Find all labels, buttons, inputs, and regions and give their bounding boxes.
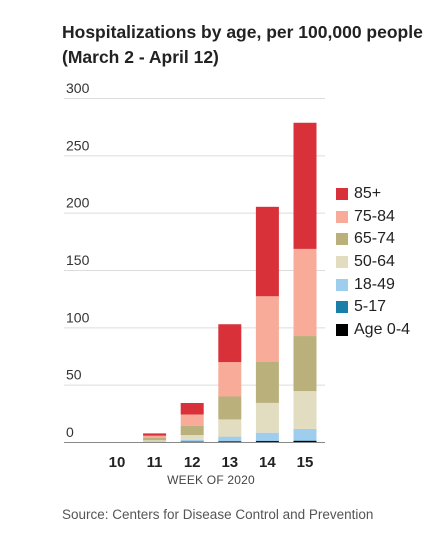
legend-swatch-age-0-4 — [336, 323, 348, 336]
chart-title-line-2: (March 2 - April 12) — [62, 47, 219, 67]
legend-swatch-85- — [336, 188, 348, 201]
y-tick-label-300: 300 — [66, 80, 90, 96]
bar-week-13-18-49 — [218, 436, 242, 442]
y-tick-label-150: 150 — [66, 252, 90, 268]
bar-week-15-18-49 — [293, 428, 317, 441]
bar-week-14-75-84 — [255, 296, 279, 362]
bar-week-15-65-74 — [293, 336, 317, 392]
legend-item-85-: 85+ — [336, 183, 410, 206]
source-note: Source: Centers for Disease Control and … — [62, 507, 374, 522]
x-axis-label: WEEK OF 2020 — [167, 473, 255, 487]
legend-label-75-84: 75-84 — [354, 207, 395, 225]
legend-item-age-0-4: Age 0-4 — [336, 319, 410, 342]
y-tick-label-250: 250 — [66, 137, 90, 153]
bar-week-14-age-0-4 — [255, 441, 279, 442]
bar-week-11-65-74 — [143, 437, 167, 441]
bar-week-12-50-64 — [180, 435, 204, 440]
bar-week-12-65-74 — [180, 425, 204, 436]
bar-week-14-50-64 — [255, 402, 279, 433]
x-tick-label-13: 13 — [221, 454, 238, 471]
x-tick-label-14: 14 — [259, 454, 276, 471]
x-tick-label-11: 11 — [147, 454, 163, 471]
bar-week-11-75-84 — [143, 435, 167, 438]
bar-week-13-85- — [218, 324, 242, 363]
bar-week-14-18-49 — [255, 432, 279, 441]
legend-swatch-65-74 — [336, 233, 348, 246]
bar-week-14-65-74 — [255, 361, 279, 403]
legend-label-65-74: 65-74 — [354, 230, 395, 248]
legend-swatch-18-49 — [336, 278, 348, 291]
bar-week-12-75-84 — [180, 414, 204, 426]
bar-week-12-18-49 — [180, 439, 204, 442]
legend-label-age-0-4: Age 0-4 — [354, 320, 411, 338]
bar-week-15-75-84 — [293, 248, 317, 337]
legend-item-75-84: 75-84 — [336, 206, 410, 229]
legend-item-18-49: 18-49 — [336, 273, 410, 296]
legend-label-5-17: 5-17 — [354, 298, 387, 316]
y-tick-label-200: 200 — [66, 195, 90, 211]
legend-item-65-74: 65-74 — [336, 228, 410, 251]
legend-item-5-17: 5-17 — [336, 296, 410, 319]
chart-title: Hospitalizations by age, per 100,000 peo… — [62, 20, 432, 70]
y-tick-label-100: 100 — [66, 309, 90, 325]
x-tick-label-12: 12 — [184, 454, 201, 471]
legend-swatch-5-17 — [336, 301, 348, 314]
legend: 85+ 75-84 65-74 50-64 18-49 5-17 Age 0-4 — [336, 183, 410, 341]
y-tick-label-0: 0 — [66, 424, 74, 440]
chart-title-line-1: Hospitalizations by age, per 100,000 peo… — [62, 22, 423, 42]
legend-swatch-75-84 — [336, 210, 348, 223]
bar-week-12-85- — [180, 403, 204, 415]
bar-week-13-65-74 — [218, 396, 242, 420]
x-tick-label-15: 15 — [297, 454, 314, 471]
bar-week-14-85- — [255, 206, 279, 297]
bar-week-13-age-0-4 — [218, 441, 242, 442]
bar-week-11-85- — [143, 433, 167, 436]
bar-week-15-age-0-4 — [293, 440, 317, 442]
y-tick-label-50: 50 — [66, 367, 82, 383]
legend-swatch-50-64 — [336, 256, 348, 269]
bar-week-11-50-64 — [143, 440, 167, 442]
legend-label-18-49: 18-49 — [354, 275, 395, 293]
x-tick-label-10: 10 — [109, 454, 126, 471]
legend-label-85-: 85+ — [354, 185, 382, 203]
bar-week-13-50-64 — [218, 419, 242, 437]
bar-week-15-85- — [293, 122, 317, 249]
legend-item-50-64: 50-64 — [336, 251, 410, 274]
bar-week-11-18-49 — [143, 441, 167, 442]
bar-week-15-50-64 — [293, 391, 317, 429]
legend-label-50-64: 50-64 — [354, 253, 395, 271]
bar-week-13-75-84 — [218, 362, 242, 397]
